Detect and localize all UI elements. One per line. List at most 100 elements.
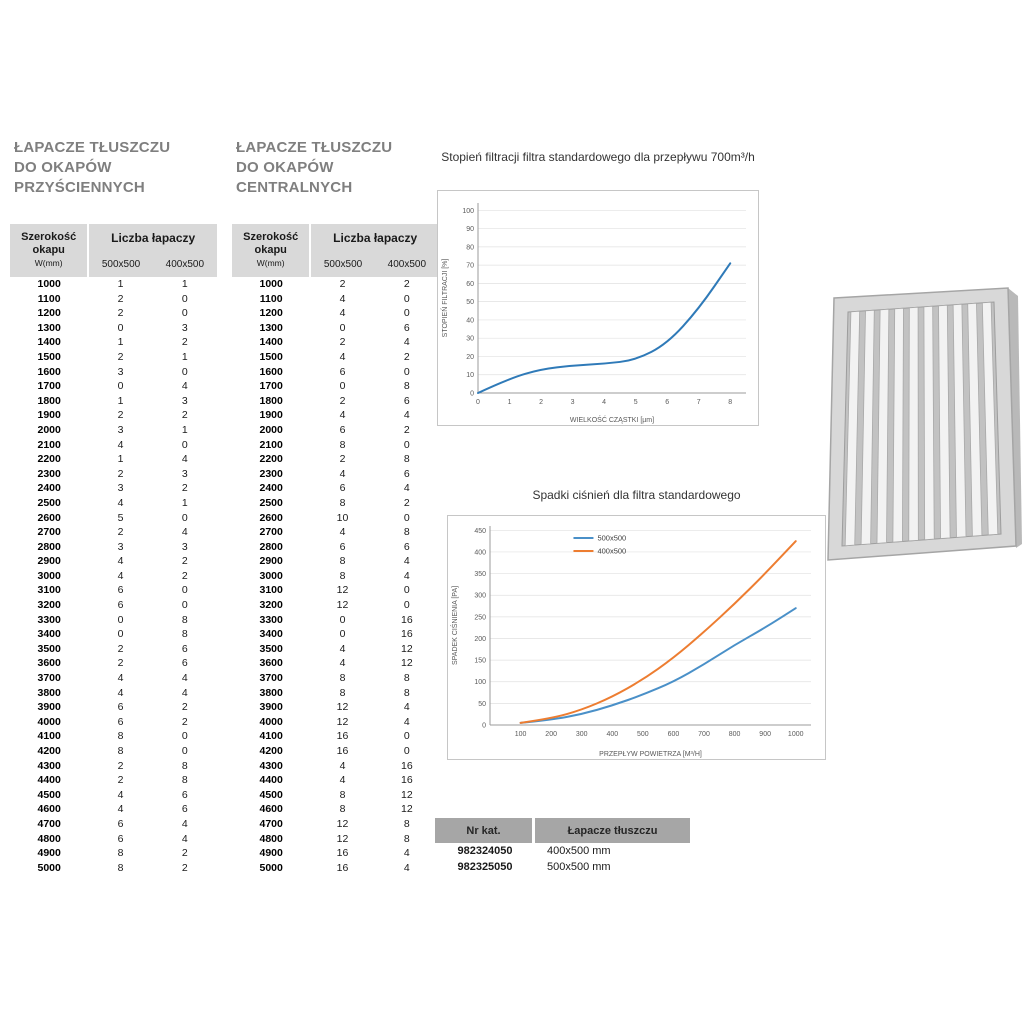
table-row: 2600 10 0 [232, 511, 439, 526]
hood-width-cell: 1600 [259, 365, 283, 378]
hood-width-cell: 1600 [37, 365, 61, 378]
table-row: 2200 1 4 [10, 452, 217, 467]
x-tick-label: 600 [668, 731, 680, 738]
filter-count-cell: 3 [117, 423, 124, 436]
filter-count-cell: 6 [181, 803, 188, 816]
filter-count-cell: 4 [403, 336, 410, 349]
hood-width-cell: 1900 [259, 409, 283, 422]
x-tick-label: 200 [545, 731, 557, 738]
filter-count-cell: 4 [403, 847, 410, 860]
filter-count-cell: 8 [339, 555, 346, 568]
hood-width-cell: 2700 [259, 526, 283, 539]
filter-count-cell: 2 [117, 526, 124, 539]
table-row: 4900 16 4 [232, 846, 439, 861]
x-tick-label: 900 [759, 731, 771, 738]
grease-filter-illustration [827, 287, 1022, 561]
table-row: 4500 4 6 [10, 788, 217, 803]
hood-width-cell: 1900 [37, 409, 61, 422]
hood-width-cell: 2400 [37, 482, 61, 495]
filter-count-cell: 16 [336, 847, 349, 860]
filter-count-cell: 16 [400, 628, 413, 641]
hood-width-cell: 4500 [37, 788, 61, 801]
hood-width-cell: 4700 [259, 817, 283, 830]
hood-width-cell: 1800 [259, 394, 283, 407]
y-tick-label: 10 [466, 372, 474, 379]
hood-width-cell: 3900 [37, 701, 61, 714]
filter-count-cell: 4 [181, 686, 188, 699]
filter-count-cell: 4 [181, 672, 188, 685]
y-tick-label: 0 [482, 723, 486, 730]
hood-width-cell: 4300 [37, 759, 61, 772]
x-tick-label: 300 [576, 731, 588, 738]
filter-count-cell: 1 [181, 278, 188, 290]
table-row: 1700 0 8 [232, 379, 439, 394]
y-tick-label: 80 [466, 244, 474, 251]
hood-width-cell: 2600 [259, 511, 283, 524]
filter-count-cell: 12 [400, 657, 413, 670]
filter-count-cell: 12 [336, 715, 349, 728]
table-row: 4200 8 0 [10, 744, 217, 759]
table-row: 4400 4 16 [232, 773, 439, 788]
filter-count-cell: 4 [339, 350, 346, 363]
filter-count-cell: 8 [403, 453, 410, 466]
filter-count-cell: 4 [117, 438, 124, 451]
hood-width-cell: 2800 [37, 540, 61, 553]
filter-count-cell: 4 [339, 467, 346, 480]
filter-count-cell: 3 [117, 540, 124, 553]
y-tick-label: 150 [474, 658, 486, 665]
hood-width-cell: 1800 [37, 394, 61, 407]
table-row: 4400 2 8 [10, 773, 217, 788]
filter-count-cell: 4 [117, 686, 124, 699]
filter-count-cell: 6 [339, 482, 346, 495]
filter-count-cell: 16 [336, 745, 349, 757]
series-line-400x500 [519, 540, 797, 724]
hood-width-cell: 2700 [37, 526, 61, 539]
y-tick-label: 450 [474, 528, 486, 535]
filter-count-cell: 0 [117, 321, 124, 334]
filter-count-cell: 8 [339, 569, 346, 582]
filter-slat [892, 307, 904, 543]
count-group-header: Liczba łapaczy [310, 224, 439, 252]
table-row: 3600 4 12 [232, 656, 439, 671]
filter-count-cell: 0 [181, 307, 188, 320]
size-400x500-header: 400x500 [374, 252, 439, 277]
filter-count-cell: 2 [339, 453, 346, 466]
filter-count-cell: 8 [403, 832, 410, 845]
hood-width-cell: 2200 [37, 453, 61, 466]
filter-count-cell: 3 [181, 540, 188, 553]
hood-width-cell: 1500 [37, 350, 61, 363]
hood-width-cell: 5000 [259, 861, 283, 874]
filter-count-cell: 0 [403, 307, 410, 320]
table-row: 1600 6 0 [232, 365, 439, 380]
central-hood-table-body: 1000 2 2 1100 4 0 1200 4 0 1300 0 6 1400 2 4 1500 4 2 1600… [232, 277, 439, 875]
hood-width-cell: 2600 [37, 511, 61, 524]
width-header-unit: W(mm) [34, 258, 63, 268]
table-row: 3700 4 4 [10, 671, 217, 686]
filter-count-cell: 2 [181, 847, 188, 860]
filter-slat [908, 306, 919, 542]
filter-count-cell: 4 [403, 482, 410, 495]
filter-count-cell: 0 [181, 292, 188, 305]
filter-slat [860, 309, 875, 545]
filter-count-cell: 8 [403, 380, 410, 393]
filter-count-cell: 8 [117, 745, 124, 757]
filter-count-cell: 12 [400, 803, 413, 816]
table-row: 1500 2 1 [10, 350, 217, 365]
filter-count-cell: 12 [400, 642, 413, 655]
y-axis-label: STOPIEŃ FILTRACJI [%] [440, 259, 449, 338]
filter-count-cell: 16 [400, 774, 413, 787]
y-axis-label: SPADEK CIŚNIENIA [PA] [450, 586, 459, 665]
y-tick-label: 50 [466, 299, 474, 306]
pressure-drop-chart: 0 50 100 150 200 250 300 350 400 450 100 200 300 400 5… [447, 515, 826, 760]
filter-count-cell: 2 [117, 307, 124, 320]
table-row: 3900 6 2 [10, 700, 217, 715]
filter-count-cell: 8 [339, 672, 346, 685]
hood-width-cell: 4600 [259, 803, 283, 816]
filter-count-cell: 6 [181, 788, 188, 801]
hood-width-cell: 3900 [259, 701, 283, 714]
central-hood-table-title: ŁAPACZE TŁUSZCZU DO OKAPÓW CENTRALNYCH [236, 139, 393, 196]
filter-count-cell: 4 [339, 759, 346, 772]
x-tick-label: 400 [606, 731, 618, 738]
x-tick-label: 700 [698, 731, 710, 738]
x-tick-label: 8 [728, 399, 732, 406]
